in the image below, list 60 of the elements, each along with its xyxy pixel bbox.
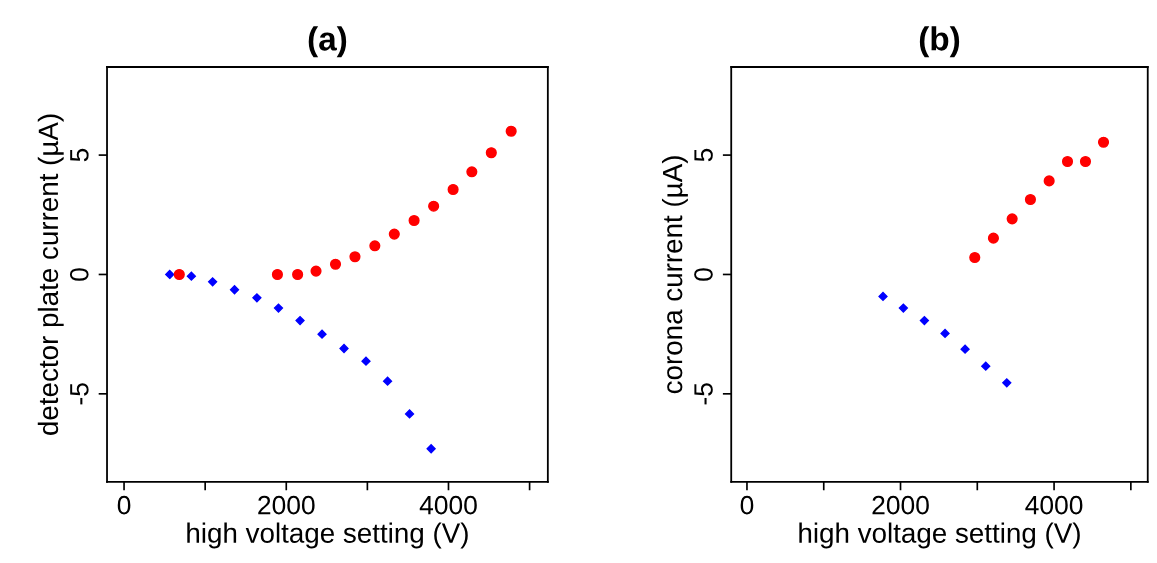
point [447, 183, 459, 196]
y-tick-label: 5 [70, 148, 89, 162]
point [878, 291, 888, 302]
y-tick-label: 5 [694, 148, 713, 162]
point [271, 268, 283, 281]
x-axis-title: high voltage setting (V) [187, 522, 468, 549]
point [940, 328, 950, 339]
y-tick-label: 0 [694, 268, 713, 281]
point [165, 269, 175, 280]
point [273, 303, 284, 313]
point [1061, 155, 1074, 168]
point [310, 265, 322, 277]
point [295, 315, 305, 326]
point [382, 376, 393, 386]
x-tick-label: 2000 [258, 495, 315, 515]
point [1006, 213, 1018, 225]
point [485, 147, 497, 159]
y-tick-label: 0 [69, 268, 89, 281]
point [1002, 378, 1012, 388]
y-axis-title: corona current (µA) [661, 156, 688, 394]
point [919, 315, 930, 326]
x-tick-label: 4000 [419, 495, 477, 515]
x-axis-title: high voltage setting (V) [799, 522, 1080, 549]
point [505, 125, 517, 137]
point [1043, 175, 1055, 187]
x-tick-label: 4000 [1025, 495, 1083, 515]
chart-title: (b) [919, 26, 960, 58]
point [1024, 193, 1036, 206]
point [349, 251, 361, 263]
point [426, 444, 436, 454]
point [898, 303, 908, 313]
point [208, 277, 218, 287]
point [960, 344, 970, 354]
point [408, 214, 420, 227]
point [1097, 136, 1110, 148]
point [317, 329, 327, 339]
chart-title: (a) [308, 26, 347, 58]
point [987, 232, 999, 244]
point [1079, 155, 1092, 168]
y-axis-title: detector plate current (µA) [37, 114, 64, 435]
point [229, 285, 240, 295]
x-tick-label: 0 [117, 495, 131, 515]
point [404, 409, 415, 419]
point [369, 240, 381, 252]
point [339, 343, 349, 354]
point [361, 356, 371, 366]
point [428, 200, 440, 212]
point [186, 271, 196, 281]
point [969, 251, 981, 264]
point [173, 268, 185, 281]
x-tick-label: 0 [740, 495, 754, 515]
y-tick-label: -5 [70, 383, 89, 405]
x-tick-label: 2000 [872, 495, 929, 515]
point [329, 258, 342, 270]
point [252, 293, 262, 303]
point [292, 268, 304, 281]
y-tick-label: -5 [694, 383, 713, 405]
point [466, 166, 478, 178]
point [388, 228, 400, 240]
point [981, 361, 991, 371]
